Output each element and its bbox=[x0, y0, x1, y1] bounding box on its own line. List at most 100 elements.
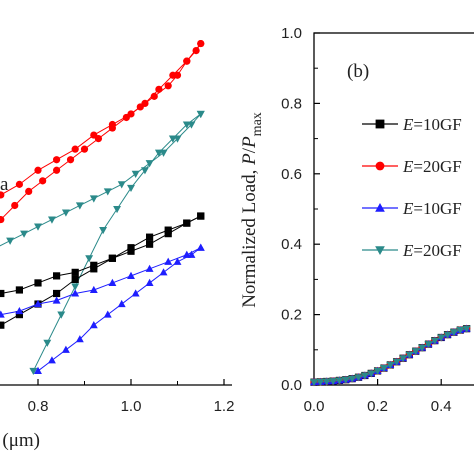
legend-entry: E=20GF bbox=[362, 241, 462, 260]
panel-a-data-point bbox=[196, 110, 205, 119]
panel-a-data-point bbox=[99, 227, 108, 235]
legend-marker bbox=[375, 246, 385, 256]
panel-a-x-tick-label: 0.8 bbox=[28, 398, 49, 415]
panel-a-data-point bbox=[85, 255, 94, 263]
panel-a-data-point bbox=[196, 243, 205, 251]
panel-a-data-point bbox=[127, 244, 135, 252]
panel-a-x-tick-label: 1.2 bbox=[214, 398, 235, 415]
legend-symbol: E bbox=[402, 241, 414, 260]
panel-a-data-point bbox=[146, 233, 154, 241]
legend-symbol: E bbox=[402, 115, 414, 134]
panel-b-y-axis-label: Normalized Load, P/Pmax bbox=[239, 112, 265, 308]
panel-a-data-point bbox=[25, 187, 33, 195]
panel-a-data-point bbox=[127, 184, 135, 193]
panel-a-data-point bbox=[108, 278, 117, 286]
panel-b-data-point bbox=[449, 329, 458, 337]
legend-entry: E=20GF bbox=[362, 157, 462, 176]
panel-a-data-point bbox=[71, 145, 79, 153]
legend-label: E=10GF bbox=[402, 115, 462, 134]
legend-entry: E=10GF bbox=[362, 115, 462, 134]
panel-a-data-point bbox=[6, 237, 15, 245]
panel-a-data-point bbox=[34, 166, 42, 174]
panel-b-label: (b) bbox=[347, 61, 369, 82]
panel-a-data-point bbox=[47, 216, 56, 224]
panel-a-data-point bbox=[71, 275, 79, 283]
panel-a-data-point bbox=[127, 110, 135, 118]
panel-b-x-tick-label: 0.0 bbox=[304, 398, 325, 415]
panel-a-data-point bbox=[39, 177, 47, 185]
panel-b-data-point bbox=[316, 378, 325, 386]
panel-a-data-point bbox=[0, 310, 5, 318]
panel-b-data-point bbox=[437, 334, 446, 342]
panel-a-data-point bbox=[52, 296, 61, 304]
panel-b-y-label-italic: P bbox=[239, 153, 260, 166]
panel-a-data-point bbox=[103, 310, 112, 318]
legend-label: E=20GF bbox=[402, 157, 462, 176]
panel-a-data-point bbox=[183, 219, 191, 227]
panel-a-series-line bbox=[32, 113, 202, 372]
legend-value: =10GF bbox=[413, 115, 461, 134]
panel-a-data-point bbox=[80, 145, 89, 153]
panel-b-y-axis-label-sub: max bbox=[250, 112, 265, 136]
panel-a-data-point bbox=[103, 188, 112, 196]
panel-a-data-point bbox=[29, 367, 38, 376]
panel-a: 0.8 1.0 1.2 a t (μm) bbox=[0, 39, 235, 451]
panel-a-data-point bbox=[71, 283, 80, 291]
panel-b-data-point bbox=[399, 355, 407, 363]
panel-b-data-point bbox=[367, 370, 376, 378]
panel-a-series-5 bbox=[0, 212, 205, 329]
panel-b-series-3 bbox=[310, 325, 471, 387]
panel-a-series-3 bbox=[29, 110, 205, 376]
panel-a-data-point bbox=[108, 254, 116, 262]
legend-value: =20GF bbox=[413, 157, 461, 176]
panel-b-data-point bbox=[430, 337, 439, 345]
panel-b-ticks: 0.0 0.2 0.4 0.6 0.8 1.0 0.0 0.2 0.4 bbox=[281, 25, 451, 415]
panel-a-data-point bbox=[34, 223, 42, 231]
panel-a-data-point bbox=[154, 149, 163, 157]
panel-a-data-point bbox=[53, 272, 61, 280]
panel-b-y-axis-label-text: Normalized Load, P/P bbox=[239, 136, 260, 308]
panel-a-data-point bbox=[182, 121, 191, 129]
panel-a-data-point bbox=[183, 57, 191, 65]
panel-b-data-point bbox=[418, 344, 427, 352]
panel-a-data-point bbox=[197, 212, 205, 220]
legend-value: =10GF bbox=[413, 199, 461, 218]
panel-b-y-label-italic: P bbox=[239, 136, 260, 149]
panel-a-data-point bbox=[131, 289, 140, 297]
panel-a-data-point bbox=[34, 366, 42, 374]
panel-a-data-point bbox=[61, 345, 70, 353]
panel-b-data-point bbox=[335, 377, 344, 385]
panel-a-data-point bbox=[34, 299, 42, 308]
panel-b-data-point bbox=[405, 351, 414, 359]
panel-a-data-point bbox=[15, 180, 23, 188]
panel-a-data-point bbox=[43, 339, 52, 347]
legend-label: E=20GF bbox=[402, 241, 462, 260]
legend-symbol: E bbox=[402, 157, 414, 176]
panel-a-data-point bbox=[71, 289, 80, 297]
panel-a-series-line bbox=[0, 43, 202, 197]
panel-a-data-point bbox=[164, 226, 172, 234]
panel-b-data-point bbox=[360, 372, 369, 380]
panel-a-data-point bbox=[145, 278, 154, 286]
legend-label: E=10GF bbox=[402, 199, 462, 218]
panel-a-data-point bbox=[53, 156, 61, 164]
panel-a-data-point bbox=[127, 271, 135, 279]
panel-a-x-ticks: 0.8 1.0 1.2 bbox=[28, 379, 235, 415]
panel-b-y-label-part: / bbox=[239, 147, 260, 153]
panel-b-data-point bbox=[341, 376, 350, 384]
panel-a-series-1 bbox=[0, 39, 205, 199]
panel-a-data-point bbox=[159, 268, 168, 276]
legend-entry: E=10GF bbox=[362, 199, 462, 218]
panel-a-data-point bbox=[141, 99, 149, 107]
panel-a-data-point bbox=[108, 120, 116, 129]
panel-b-data-point bbox=[380, 365, 388, 373]
panel-b-data-point bbox=[411, 348, 420, 356]
panel-b-data-point bbox=[322, 378, 331, 386]
panel-b-y-tick-label: 0.4 bbox=[281, 236, 302, 253]
panel-a-side-text: a bbox=[0, 174, 9, 195]
panel-a-data-point bbox=[155, 85, 163, 93]
panel-a-data-point bbox=[89, 285, 98, 294]
panel-b-data-point bbox=[462, 325, 471, 333]
panel-a-data-point bbox=[164, 257, 173, 265]
